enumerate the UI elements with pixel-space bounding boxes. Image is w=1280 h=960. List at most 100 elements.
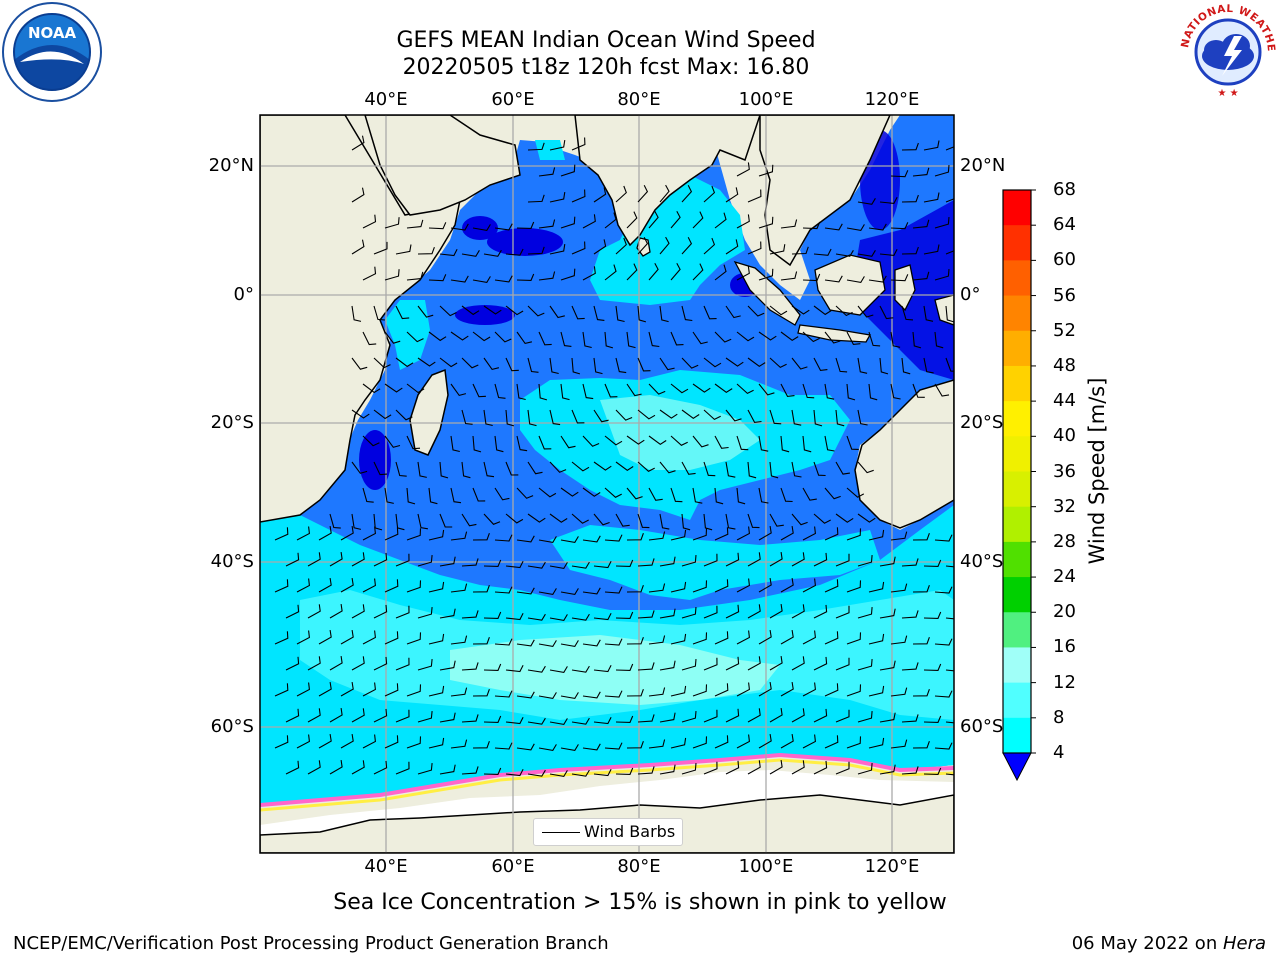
wind-barb (472, 224, 491, 232)
wind-barb (593, 187, 607, 203)
wind-barb (274, 527, 289, 541)
lat-tick-left: 20°N (208, 155, 254, 176)
wind-barb (582, 435, 600, 447)
wind-barb (340, 630, 354, 645)
wind-barb (604, 742, 623, 750)
wind-barb (439, 608, 456, 619)
colorbar-tick-label: 44 (1053, 390, 1076, 412)
wind-barb (626, 487, 643, 500)
wind-barb (736, 682, 750, 697)
wind-barb (901, 142, 919, 151)
wind-barb (780, 271, 798, 281)
wind-barb (428, 529, 445, 541)
wind-barb (285, 604, 300, 619)
wind-barb (549, 140, 566, 151)
wind-barb (659, 556, 676, 567)
plot-frame (259, 114, 955, 854)
wind-barb (505, 357, 519, 372)
wind-barb (912, 167, 930, 177)
wind-barb (736, 526, 750, 541)
wind-barb (362, 214, 377, 229)
wind-barb (527, 513, 546, 523)
wind-barb (879, 556, 896, 567)
wind-barb (681, 409, 700, 419)
wind-barb (527, 665, 546, 673)
wind-barb (879, 357, 889, 375)
svg-text:★ ★: ★ ★ (1217, 88, 1238, 99)
wind-barb (857, 409, 868, 426)
wind-barb (582, 487, 601, 497)
wind-barb (626, 585, 644, 593)
wind-barb (439, 712, 456, 723)
wind-barb (582, 383, 594, 400)
wind-barb (351, 656, 365, 671)
wind-barb (703, 513, 713, 531)
lon-tick-bottom: 120°E (864, 856, 920, 877)
wind-barb (538, 640, 557, 648)
colorbar-segment (1003, 612, 1031, 648)
wind-barb (549, 192, 566, 203)
wind-barb (351, 760, 365, 775)
wind-barb (934, 383, 950, 397)
wind-barb (604, 586, 623, 594)
wind-barb (593, 613, 612, 621)
wind-barb (692, 487, 703, 504)
wind-barb (934, 586, 953, 594)
wind-barb (890, 687, 908, 697)
wind-barb (538, 271, 556, 281)
wind-barb (824, 735, 839, 749)
wind-barb (692, 736, 708, 749)
wind-barb (384, 331, 401, 344)
wind-barb (758, 734, 772, 749)
wind-barb (494, 742, 513, 750)
wind-barb (769, 656, 783, 671)
wind-barb (813, 513, 831, 524)
wind-barb (395, 709, 410, 723)
wind-barb (857, 555, 873, 567)
wind-barb (868, 685, 885, 697)
wind-barb (318, 734, 332, 749)
wind-barb (813, 357, 828, 371)
wind-barb (362, 630, 376, 645)
wind-barb (615, 513, 630, 527)
wind-barb (703, 357, 722, 368)
wind-barb (670, 737, 687, 749)
wind-barb (637, 662, 655, 671)
wind-barb (307, 760, 321, 775)
wind-barb (538, 588, 557, 596)
colorbar-tick-label: 20 (1053, 601, 1076, 623)
wind-barb (670, 487, 683, 503)
wind-barb (945, 617, 954, 620)
wind-barb (857, 305, 874, 318)
wind-barb (659, 357, 675, 371)
wind-barb (857, 461, 874, 474)
colorbar-tick-label: 56 (1053, 284, 1076, 306)
wind-barb (824, 487, 841, 500)
wind-barb (945, 565, 954, 568)
wind-barb (736, 214, 750, 229)
wind-barb (791, 513, 808, 526)
wind-barb (395, 409, 413, 421)
wind-barb (747, 513, 760, 529)
wind-barb (714, 264, 727, 281)
wind-barb (274, 683, 289, 697)
nws-logo: NATIONAL WEATHER SERVICE ★ ★ (1176, 0, 1277, 100)
wind-barb (472, 487, 486, 502)
colorbar-segment (1003, 541, 1031, 578)
wind-barb (725, 409, 742, 422)
wind-barb (681, 461, 696, 475)
wind-barb (637, 558, 655, 567)
wind-barb (582, 587, 601, 595)
wind-barb (384, 269, 400, 281)
wind-barb (626, 435, 645, 445)
southeast-asia (759, 115, 891, 267)
wind-barb (593, 461, 612, 471)
wind-barb (802, 221, 821, 230)
australia (854, 379, 954, 529)
wind-barb (736, 162, 750, 177)
wind-barb (648, 435, 667, 445)
wind-barb (351, 708, 365, 723)
wind-barb (527, 142, 545, 151)
wind-barb (659, 409, 678, 419)
